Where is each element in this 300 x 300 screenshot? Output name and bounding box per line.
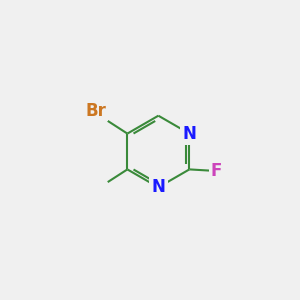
Text: Br: Br: [86, 102, 106, 120]
Text: N: N: [152, 178, 165, 196]
Text: F: F: [210, 162, 221, 180]
Text: N: N: [182, 124, 196, 142]
